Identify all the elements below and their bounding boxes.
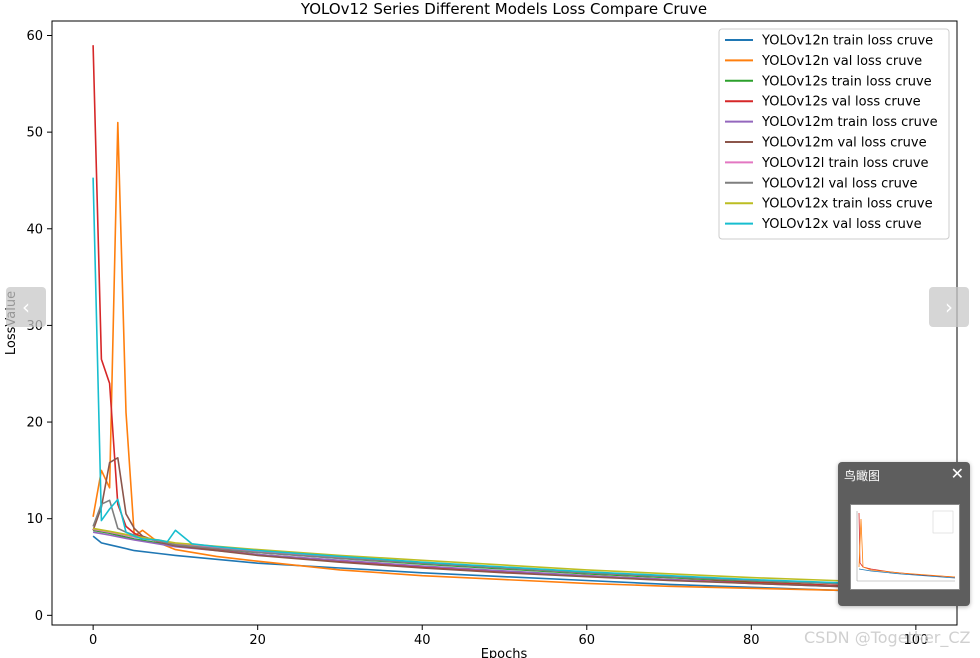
y-tick-label: 60 [26, 29, 43, 44]
x-tick-label: 20 [249, 633, 266, 648]
legend-label: YOLOv12n train loss cruve [761, 34, 933, 49]
series-line-7 [92, 499, 908, 587]
x-tick-label: 100 [903, 633, 928, 648]
x-axis-label: Epochs [481, 647, 528, 658]
chart-title: YOLOv12 Series Different Models Loss Com… [300, 0, 707, 18]
next-image-button[interactable]: › [929, 287, 969, 327]
legend-label: YOLOv12s train loss cruve [761, 74, 932, 89]
legend-label: YOLOv12x train loss cruve [761, 197, 933, 212]
series-line-5 [92, 456, 908, 590]
legend-label: YOLOv12m val loss cruve [761, 136, 927, 151]
legend-label: YOLOv12n val loss cruve [761, 54, 922, 69]
axis-ticks: 0204060801000102030405060 [26, 29, 928, 648]
series-line-9 [92, 177, 908, 587]
birdseye-title: 鸟瞰图 [844, 469, 881, 483]
birdseye-thumbnail[interactable] [850, 504, 960, 590]
watermark: CSDN @Together_CZ [804, 628, 971, 647]
legend-label: YOLOv12l train loss cruve [761, 156, 929, 171]
thumbnail-preview [856, 510, 956, 582]
series-line-2 [92, 529, 908, 590]
y-tick-label: 10 [26, 512, 43, 527]
y-tick-label: 50 [26, 126, 43, 141]
close-icon[interactable]: ✕ [950, 464, 964, 483]
legend-label: YOLOv12m train loss cruve [761, 115, 938, 130]
birdseye-panel: 鸟瞰图 ✕ [838, 462, 970, 606]
series-lines [92, 45, 908, 594]
previous-image-button[interactable]: ‹ [6, 287, 46, 327]
x-tick-label: 60 [578, 633, 595, 648]
legend-label: YOLOv12l val loss cruve [761, 176, 918, 191]
legend-box [718, 28, 950, 240]
series-line-0 [92, 535, 908, 594]
legend-label: YOLOv12s val loss cruve [761, 95, 921, 110]
legend-label: YOLOv12x val loss cruve [761, 217, 922, 232]
y-tick-label: 20 [26, 416, 43, 431]
x-tick-label: 80 [743, 633, 760, 648]
y-tick-label: 40 [26, 222, 43, 237]
y-tick-label: 0 [35, 609, 43, 624]
legend: YOLOv12n train loss cruve YOLOv12n val lo… [718, 28, 950, 240]
series-line-1 [92, 121, 908, 592]
x-tick-label: 0 [89, 633, 97, 648]
x-tick-label: 40 [414, 633, 431, 648]
